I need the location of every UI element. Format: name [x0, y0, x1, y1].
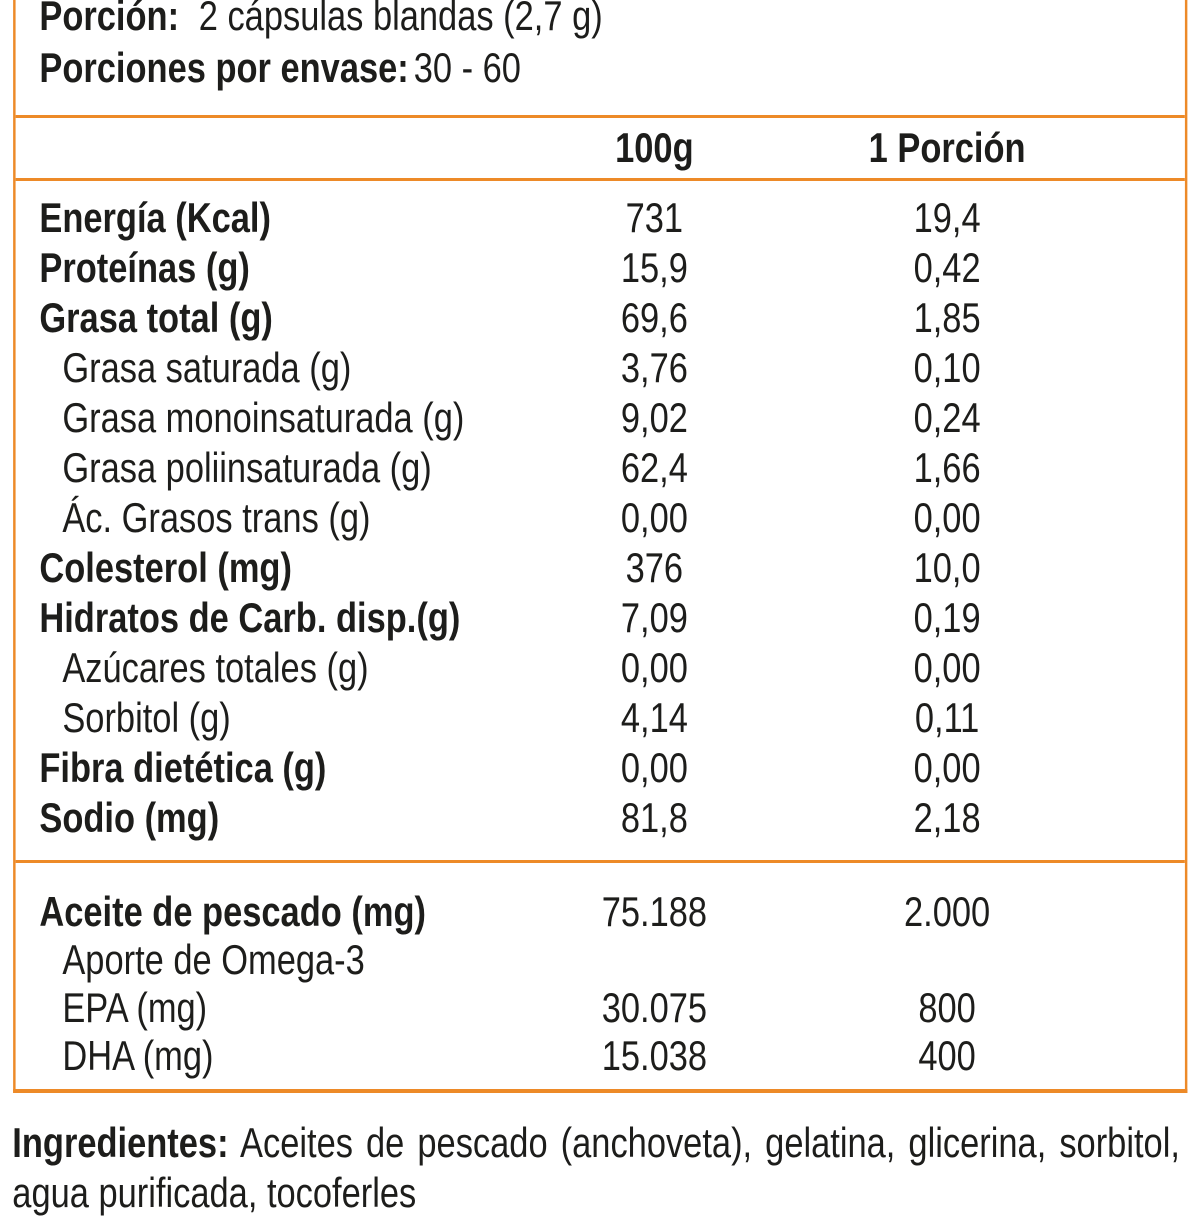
serving-size-line: Porción: 2 cápsulas blandas (2,7 g)	[39, 0, 1185, 42]
nutrition-label: Porción: 2 cápsulas blandas (2,7 g) Porci…	[12, 0, 1188, 1216]
row-value-porcion: 0,19	[913, 594, 981, 641]
nutrition-row: Azúcares totales (g) 0,00 0,00	[16, 643, 1185, 693]
row-label: DHA (mg)	[62, 1032, 214, 1079]
row-value-100g: 69,6	[620, 294, 688, 341]
nutrition-row: Colesterol (mg) 376 10,0	[16, 543, 1185, 593]
divider-top	[15, 115, 1185, 118]
servings-per-container-label: Porciones por envase:	[39, 44, 409, 91]
nutrition-row: Grasa total (g) 69,6 1,85	[16, 293, 1185, 343]
servings-per-container-line: Porciones por envase: 30 - 60	[39, 42, 1185, 94]
row-value-porcion: 0,00	[913, 644, 981, 691]
row-label: Energía (Kcal)	[39, 194, 271, 241]
nutrition-row: Fibra dietética (g) 0,00 0,00	[16, 743, 1185, 793]
nutrition-row: Sorbitol (g) 4,14 0,11	[16, 693, 1185, 743]
nutrition-row: Grasa saturada (g) 3,76 0,10	[16, 343, 1185, 393]
row-value-100g: 30.075	[601, 984, 708, 1031]
row-value-100g: 0,00	[620, 644, 688, 691]
row-value-100g: 731	[625, 194, 684, 241]
nutrition-row: Hidratos de Carb. disp.(g) 7,09 0,19	[16, 593, 1185, 643]
row-label: EPA (mg)	[62, 984, 208, 1031]
serving-size-label: Porción:	[39, 0, 180, 39]
row-value-porcion: 19,4	[913, 194, 981, 241]
row-value-100g: 3,76	[620, 344, 688, 391]
row-label: Sodio (mg)	[39, 794, 220, 841]
row-value-porcion: 0,00	[913, 744, 981, 791]
row-value-porcion: 0,42	[913, 244, 981, 291]
row-value-porcion: 0,11	[914, 694, 980, 741]
nutrition-row: Energía (Kcal) 731 19,4	[16, 193, 1185, 243]
column-header-porcion: 1 Porción	[868, 124, 1026, 171]
row-value-100g: 15,9	[620, 244, 688, 291]
row-value-porcion: 0,10	[913, 344, 981, 391]
nutrition-row: EPA (mg) 30.075 800	[16, 984, 1185, 1032]
row-value-100g: 62,4	[620, 444, 688, 491]
row-value-100g: 81,8	[620, 794, 688, 841]
row-value-100g: 75.188	[601, 888, 708, 935]
nutrition-row: Grasa poliinsaturada (g) 62,4 1,66	[16, 443, 1185, 493]
row-label: Azúcares totales (g)	[62, 644, 369, 691]
nutrition-rows: Energía (Kcal) 731 19,4 Proteínas (g) 15…	[16, 181, 1185, 843]
divider-header	[15, 178, 1185, 181]
serving-info: Porción: 2 cápsulas blandas (2,7 g) Porci…	[16, 0, 1185, 94]
serving-size-value: 2 cápsulas blandas (2,7 g)	[198, 0, 603, 39]
ingredients-label: Ingredientes:	[12, 1119, 229, 1166]
nutrition-row: Grasa monoinsaturada (g) 9,02 0,24	[16, 393, 1185, 443]
row-label: Ác. Grasos trans (g)	[62, 494, 371, 541]
nutrition-row: Ác. Grasos trans (g) 0,00 0,00	[16, 493, 1185, 543]
nutrition-row: Sodio (mg) 81,8 2,18	[16, 793, 1185, 843]
row-value-porcion: 0,00	[913, 494, 981, 541]
row-value-100g: 7,09	[620, 594, 688, 641]
row-value-porcion: 0,24	[913, 394, 981, 441]
row-label: Proteínas (g)	[39, 244, 250, 291]
column-header-100g: 100g	[615, 124, 694, 171]
ingredients-paragraph: Ingredientes: Aceites de pescado (anchoveta…	[12, 1118, 1180, 1218]
column-header-row: 100g 1 Porción	[16, 118, 1185, 178]
nutrition-facts-box: Porción: 2 cápsulas blandas (2,7 g) Porci…	[13, 0, 1188, 1093]
supplement-rows: Aceite de pescado (mg) 75.188 2.000 Apor…	[16, 863, 1185, 1080]
row-value-100g: 9,02	[620, 394, 688, 441]
row-label: Grasa saturada (g)	[62, 344, 352, 391]
servings-per-container-value: 30 - 60	[413, 44, 521, 91]
nutrition-row: DHA (mg) 15.038 400	[16, 1032, 1185, 1080]
nutrition-row: Proteínas (g) 15,9 0,42	[16, 243, 1185, 293]
row-value-porcion: 1,85	[913, 294, 981, 341]
row-label: Colesterol (mg)	[39, 544, 292, 591]
row-value-porcion: 400	[918, 1032, 976, 1079]
row-value-porcion: 1,66	[913, 444, 981, 491]
divider-supplement	[15, 860, 1185, 863]
row-value-100g: 4,14	[620, 694, 688, 741]
row-label: Sorbitol (g)	[62, 694, 231, 741]
row-label: Aceite de pescado (mg)	[39, 888, 426, 935]
row-value-100g: 0,00	[620, 744, 688, 791]
row-label: Grasa poliinsaturada (g)	[62, 444, 432, 491]
ingredients-line-1-words: Aceites de pescado (anchoveta), gelatina, gli…	[240, 1119, 1180, 1166]
ingredients-line-2: agua purificada, tocoferles	[12, 1169, 417, 1216]
row-value-porcion: 800	[918, 984, 976, 1031]
row-label: Hidratos de Carb. disp.(g)	[39, 594, 461, 641]
row-label: Fibra dietética (g)	[39, 744, 327, 791]
row-value-porcion: 10,0	[913, 544, 981, 591]
row-label: Grasa monoinsaturada (g)	[62, 394, 465, 441]
nutrition-row: Aceite de pescado (mg) 75.188 2.000	[16, 888, 1185, 936]
row-label: Aporte de Omega-3	[62, 936, 365, 983]
row-value-100g: 15.038	[601, 1032, 708, 1079]
row-value-porcion: 2.000	[903, 888, 991, 935]
row-value-100g: 376	[625, 544, 684, 591]
row-value-porcion: 2,18	[913, 794, 981, 841]
row-label: Grasa total (g)	[39, 294, 273, 341]
row-value-100g: 0,00	[620, 494, 688, 541]
nutrition-row: Aporte de Omega-3	[16, 936, 1185, 984]
ingredients-line-1: Ingredientes: Aceites de pescado (anchoveta…	[12, 1118, 1180, 1168]
